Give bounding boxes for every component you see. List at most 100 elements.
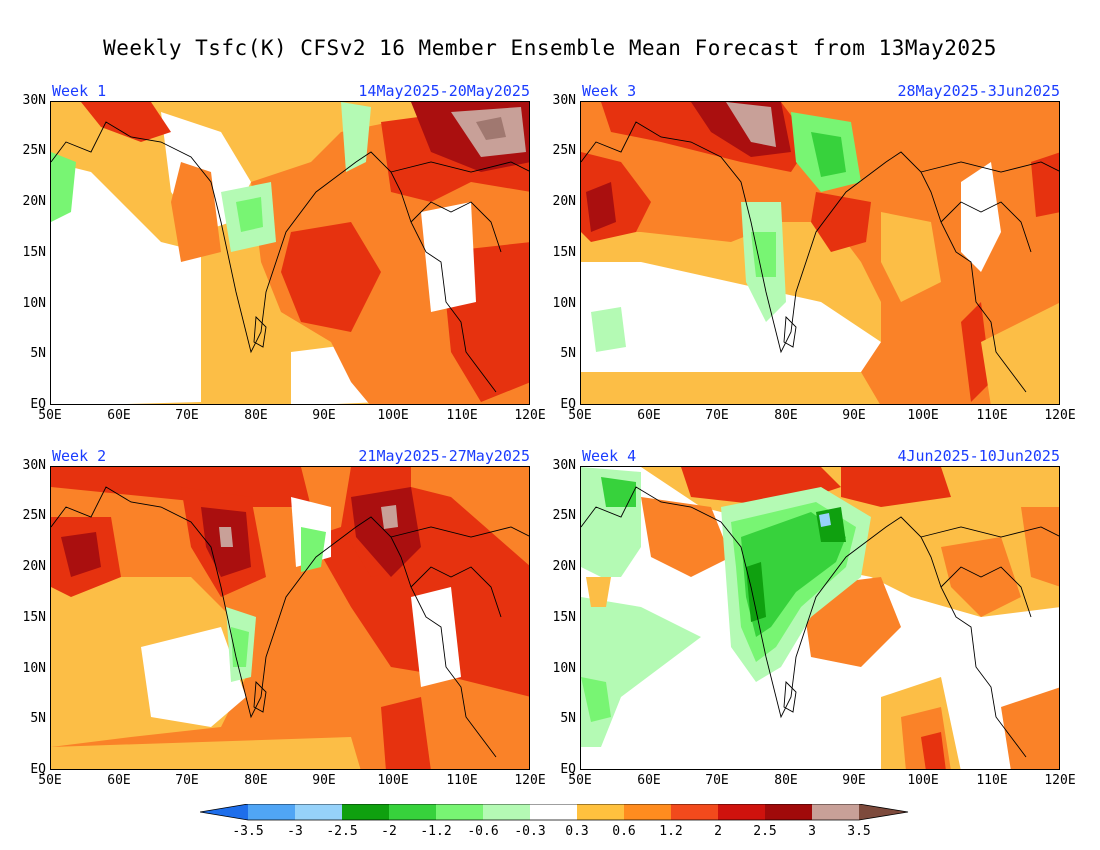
- field-red: [841, 467, 951, 507]
- map-week-4: [580, 466, 1060, 770]
- color-bar-outline: [200, 804, 909, 821]
- lat-label: 30N: [552, 458, 576, 473]
- color-bar: [200, 804, 909, 821]
- field-orange: [1001, 687, 1059, 769]
- legend-label: -2.5: [326, 824, 358, 839]
- lat-label: 25N: [22, 143, 46, 158]
- legend-label: 2.5: [753, 824, 777, 839]
- field-midgreen: [811, 132, 846, 177]
- legend-swatch: [530, 804, 577, 820]
- date-range: 14May2025-20May2025: [358, 82, 530, 100]
- coastline: [581, 486, 1027, 758]
- lat-label: 20N: [22, 559, 46, 574]
- lat-label: 30N: [22, 93, 46, 108]
- lon-label: 70E: [175, 408, 199, 423]
- lat-label: 30N: [22, 458, 46, 473]
- lon-label: 60E: [637, 773, 661, 788]
- lon-label: 60E: [637, 408, 661, 423]
- field-green: [581, 677, 611, 722]
- field-darkred: [61, 532, 101, 577]
- field-darkgreen: [746, 562, 766, 622]
- lat-label: 15N: [552, 610, 576, 625]
- sri-lanka-outline: [253, 680, 267, 713]
- lat-label: 15N: [22, 610, 46, 625]
- legend-swatch: [859, 804, 908, 820]
- field-green: [51, 152, 76, 222]
- legend-label: -3: [287, 824, 303, 839]
- field-red: [921, 732, 946, 769]
- legend-swatch: [342, 804, 389, 820]
- sri-lanka-outline: [253, 315, 267, 348]
- lat-label: 10N: [552, 296, 576, 311]
- field-red: [1031, 152, 1059, 217]
- field-orange: [641, 497, 731, 577]
- legend-swatch: [718, 804, 765, 820]
- lon-label: 120E: [1044, 773, 1076, 788]
- legend-label: 3: [808, 824, 816, 839]
- field-darkgreen: [816, 507, 846, 542]
- lon-label: 120E: [514, 773, 546, 788]
- field-week-3: [581, 102, 1059, 404]
- legend-swatch: [765, 804, 812, 820]
- legend-swatch: [200, 804, 248, 820]
- field-yellow: [211, 282, 271, 402]
- panel-header: Week 4 4Jun2025-10Jun2025: [580, 447, 1060, 465]
- field-brown: [476, 117, 506, 140]
- field-midgreen: [741, 512, 846, 637]
- field-week-1: [51, 102, 529, 404]
- lon-label: 50E: [568, 773, 592, 788]
- field-red: [961, 302, 991, 402]
- legend-label: -0.6: [467, 824, 499, 839]
- field-pink: [381, 505, 398, 529]
- legend-label: -2: [381, 824, 397, 839]
- lon-label: 100E: [377, 773, 409, 788]
- field-green: [236, 197, 263, 232]
- legend-swatch: [389, 804, 436, 820]
- field-red: [81, 102, 171, 142]
- lat-label: 10N: [22, 296, 46, 311]
- legend-label: 2: [714, 824, 722, 839]
- lat-label: 20N: [552, 194, 576, 209]
- legend-swatch: [624, 804, 671, 820]
- lon-label: 80E: [244, 408, 268, 423]
- panel-header: Week 1 14May2025-20May2025: [50, 82, 530, 100]
- lat-label: EQ: [30, 762, 46, 777]
- field-green: [751, 232, 776, 277]
- field-yellow: [581, 372, 880, 404]
- field-red: [811, 192, 871, 252]
- lat-label: 10N: [552, 661, 576, 676]
- field-pink: [219, 527, 233, 547]
- field-lightgreen: [341, 102, 371, 172]
- lon-label: 110E: [446, 773, 478, 788]
- lat-label: 30N: [552, 93, 576, 108]
- week-label: Week 4: [582, 447, 637, 465]
- field-orange: [1021, 507, 1059, 587]
- field-darkred: [586, 182, 616, 232]
- lon-label: 50E: [38, 408, 62, 423]
- lat-label: 15N: [22, 245, 46, 260]
- coastline: [940, 201, 1032, 253]
- legend-swatch: [483, 804, 530, 820]
- page-title: Weekly Tsfc(K) CFSv2 16 Member Ensemble …: [103, 36, 997, 60]
- field-neutral: [141, 627, 246, 727]
- field-midgreen: [601, 477, 636, 507]
- lat-label: 5N: [30, 346, 46, 361]
- lon-label: 80E: [774, 773, 798, 788]
- field-yellow: [581, 222, 881, 342]
- lon-label: 90E: [842, 773, 866, 788]
- field-week-2: [51, 467, 529, 769]
- lat-label: EQ: [560, 397, 576, 412]
- field-orange: [171, 162, 221, 262]
- border: [390, 526, 529, 538]
- week-label: Week 2: [52, 447, 107, 465]
- lon-label: 90E: [312, 408, 336, 423]
- lat-label: 15N: [552, 245, 576, 260]
- sri-lanka-outline: [783, 680, 797, 713]
- lon-label: 120E: [514, 408, 546, 423]
- legend-swatch: [436, 804, 483, 820]
- legend-swatch: [295, 804, 342, 820]
- lon-label: 110E: [446, 408, 478, 423]
- lon-label: 110E: [976, 408, 1008, 423]
- date-range: 28May2025-3Jun2025: [897, 82, 1060, 100]
- coastline: [51, 486, 497, 758]
